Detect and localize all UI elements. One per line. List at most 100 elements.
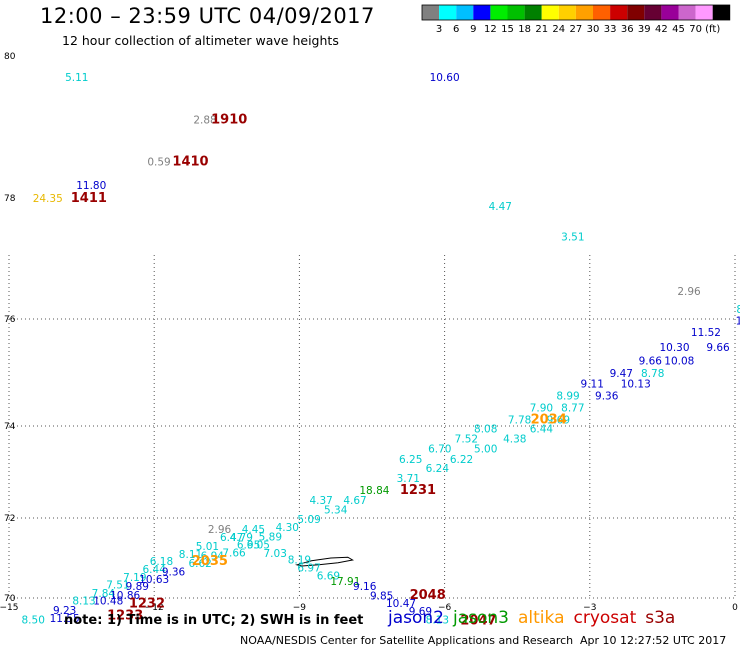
- wave-height-value: 4.47: [489, 201, 512, 213]
- wave-height-value: 6.97: [297, 563, 320, 575]
- wave-height-value: 8.50: [22, 615, 45, 627]
- wave-height-value: 8.11: [179, 549, 202, 561]
- lon-tick-label: −3: [583, 603, 596, 613]
- colorbar-swatch: [627, 5, 645, 20]
- wave-height-value: 7.78: [508, 414, 531, 426]
- pass-time-label: 2048: [410, 588, 446, 603]
- colorbar-swatch: [541, 5, 559, 20]
- wave-height-value: 6.94: [201, 551, 225, 563]
- wave-height-value: 6.69: [317, 571, 340, 583]
- wave-height-value: 18.84: [359, 485, 389, 497]
- wave-height-value: 5.34: [324, 504, 348, 516]
- lat-tick-label: 78: [4, 194, 16, 204]
- colorbar-swatch: [558, 5, 576, 20]
- colorbar-swatch: [695, 5, 713, 20]
- wave-height-value: 9.85: [370, 591, 393, 603]
- wave-height-value: 9.36: [595, 390, 619, 402]
- wave-height-observations: 5.11 10.60 2.88 0.59 11.80 24.35 4.47 3.51 2.96 8…: [22, 72, 740, 627]
- wave-height-value: 8.99: [556, 390, 579, 402]
- legend-s3a: s3a: [645, 608, 676, 628]
- wave-height-value: 7.51: [106, 579, 129, 591]
- lat-tick-label: 80: [4, 52, 16, 62]
- wave-height-value: 8.77: [561, 403, 584, 415]
- wave-height-value: 8.13: [72, 595, 95, 607]
- wave-height-value: 9.66: [706, 342, 730, 354]
- colorbar-label: 3: [436, 24, 442, 35]
- wave-height-value: 6.95: [237, 539, 260, 551]
- colorbar-label: 45: [672, 24, 685, 35]
- wave-height-value: 6.62: [188, 558, 211, 570]
- wave-height-value: 11.52: [691, 327, 721, 339]
- wave-height-value: 9.47: [610, 368, 633, 380]
- wave-height-value: 6.44: [143, 564, 167, 576]
- wave-height-value: 0.59: [147, 156, 170, 168]
- colorbar-swatch: [661, 5, 679, 20]
- wave-height-value: 4.38: [503, 434, 526, 446]
- wave-height-value: 5.09: [297, 514, 320, 526]
- lon-tick-label: −12: [145, 603, 164, 613]
- wave-height-value: 7.90: [530, 403, 553, 415]
- colorbar-swatch: [524, 5, 542, 20]
- colorbar-swatch: [473, 5, 491, 20]
- colorbar-swatch: [678, 5, 696, 20]
- wave-height-value: 24.35: [33, 193, 63, 205]
- colorbar-label: 30: [587, 24, 600, 35]
- wave-height-value: 7.66: [222, 547, 246, 559]
- colorbar-swatch: [644, 5, 662, 20]
- wave-height-value: 6.25: [399, 454, 422, 466]
- pass-time-label: 1411: [71, 191, 107, 206]
- legend-altika: altika: [518, 608, 565, 628]
- wave-height-value: 5.89: [259, 531, 282, 543]
- wave-height-value: 2.96: [208, 524, 232, 536]
- wave-height-value: 6.47: [220, 532, 243, 544]
- footer-credit: NOAA/NESDIS Center for Satellite Applica…: [240, 634, 574, 647]
- wave-height-value: 11: [736, 315, 740, 327]
- wave-height-value: 4.45: [242, 524, 265, 536]
- colorbar-swatch: [575, 5, 593, 20]
- wave-height-value: 10.48: [93, 595, 123, 607]
- wave-height-value: 7.52: [455, 434, 478, 446]
- colorbar-label: 70: [689, 24, 702, 35]
- wave-height-value: 2.96: [677, 286, 701, 298]
- wave-height-value: 6.05: [247, 539, 270, 551]
- colorbar-label: 42: [655, 24, 668, 35]
- wave-height-value: 9.69: [409, 606, 432, 618]
- wave-height-value: 10.63: [139, 574, 169, 586]
- wave-height-value: 4.79: [230, 532, 253, 544]
- wave-height-value: 10.86: [110, 590, 140, 602]
- wave-height-value: 11.55: [50, 613, 80, 625]
- wave-height-value: 2.88: [193, 114, 216, 126]
- wave-height-value: 7.03: [264, 548, 287, 560]
- colorbar-swatch: [422, 5, 440, 20]
- colorbar-label: 24: [552, 24, 565, 35]
- wave-height-value: 17.91: [330, 576, 360, 588]
- wave-height-value: 6.70: [428, 444, 451, 456]
- lon-tick-label: −15: [0, 603, 19, 613]
- colorbar-swatch: [610, 5, 628, 20]
- pass-time-label: 2035: [192, 554, 228, 569]
- wave-height-value: 10.60: [430, 72, 460, 84]
- page-title: 12:00 – 23:59 UTC 04/09/2017: [40, 4, 375, 28]
- wave-height-value: 7.84: [92, 588, 116, 600]
- colorbar-label: 39: [638, 24, 651, 35]
- wave-height-value: 8.19: [288, 555, 311, 567]
- wave-height-value: 10.47: [386, 598, 416, 610]
- page-subtitle: 12 hour collection of altimeter wave hei…: [62, 33, 339, 48]
- wave-height-value: 7.19: [123, 572, 146, 584]
- colorbar-swatch: [507, 5, 525, 20]
- wave-height-value: 3.71: [397, 473, 420, 485]
- pass-time-label: 1232: [129, 597, 165, 612]
- pass-time-label: 1231: [400, 483, 436, 498]
- wave-height-value: 6.44: [530, 423, 554, 435]
- colorbar-swatch: [439, 5, 457, 20]
- wave-height-value: 5.00: [474, 444, 497, 456]
- wave-height-value: 9.89: [126, 581, 149, 593]
- colorbar-label: 9: [470, 24, 476, 35]
- wave-height-value: 9.23: [53, 605, 76, 617]
- pass-time-label: 2047: [460, 613, 496, 628]
- colorbar-label: 18: [518, 24, 531, 35]
- wave-height-value: 9.16: [353, 581, 377, 593]
